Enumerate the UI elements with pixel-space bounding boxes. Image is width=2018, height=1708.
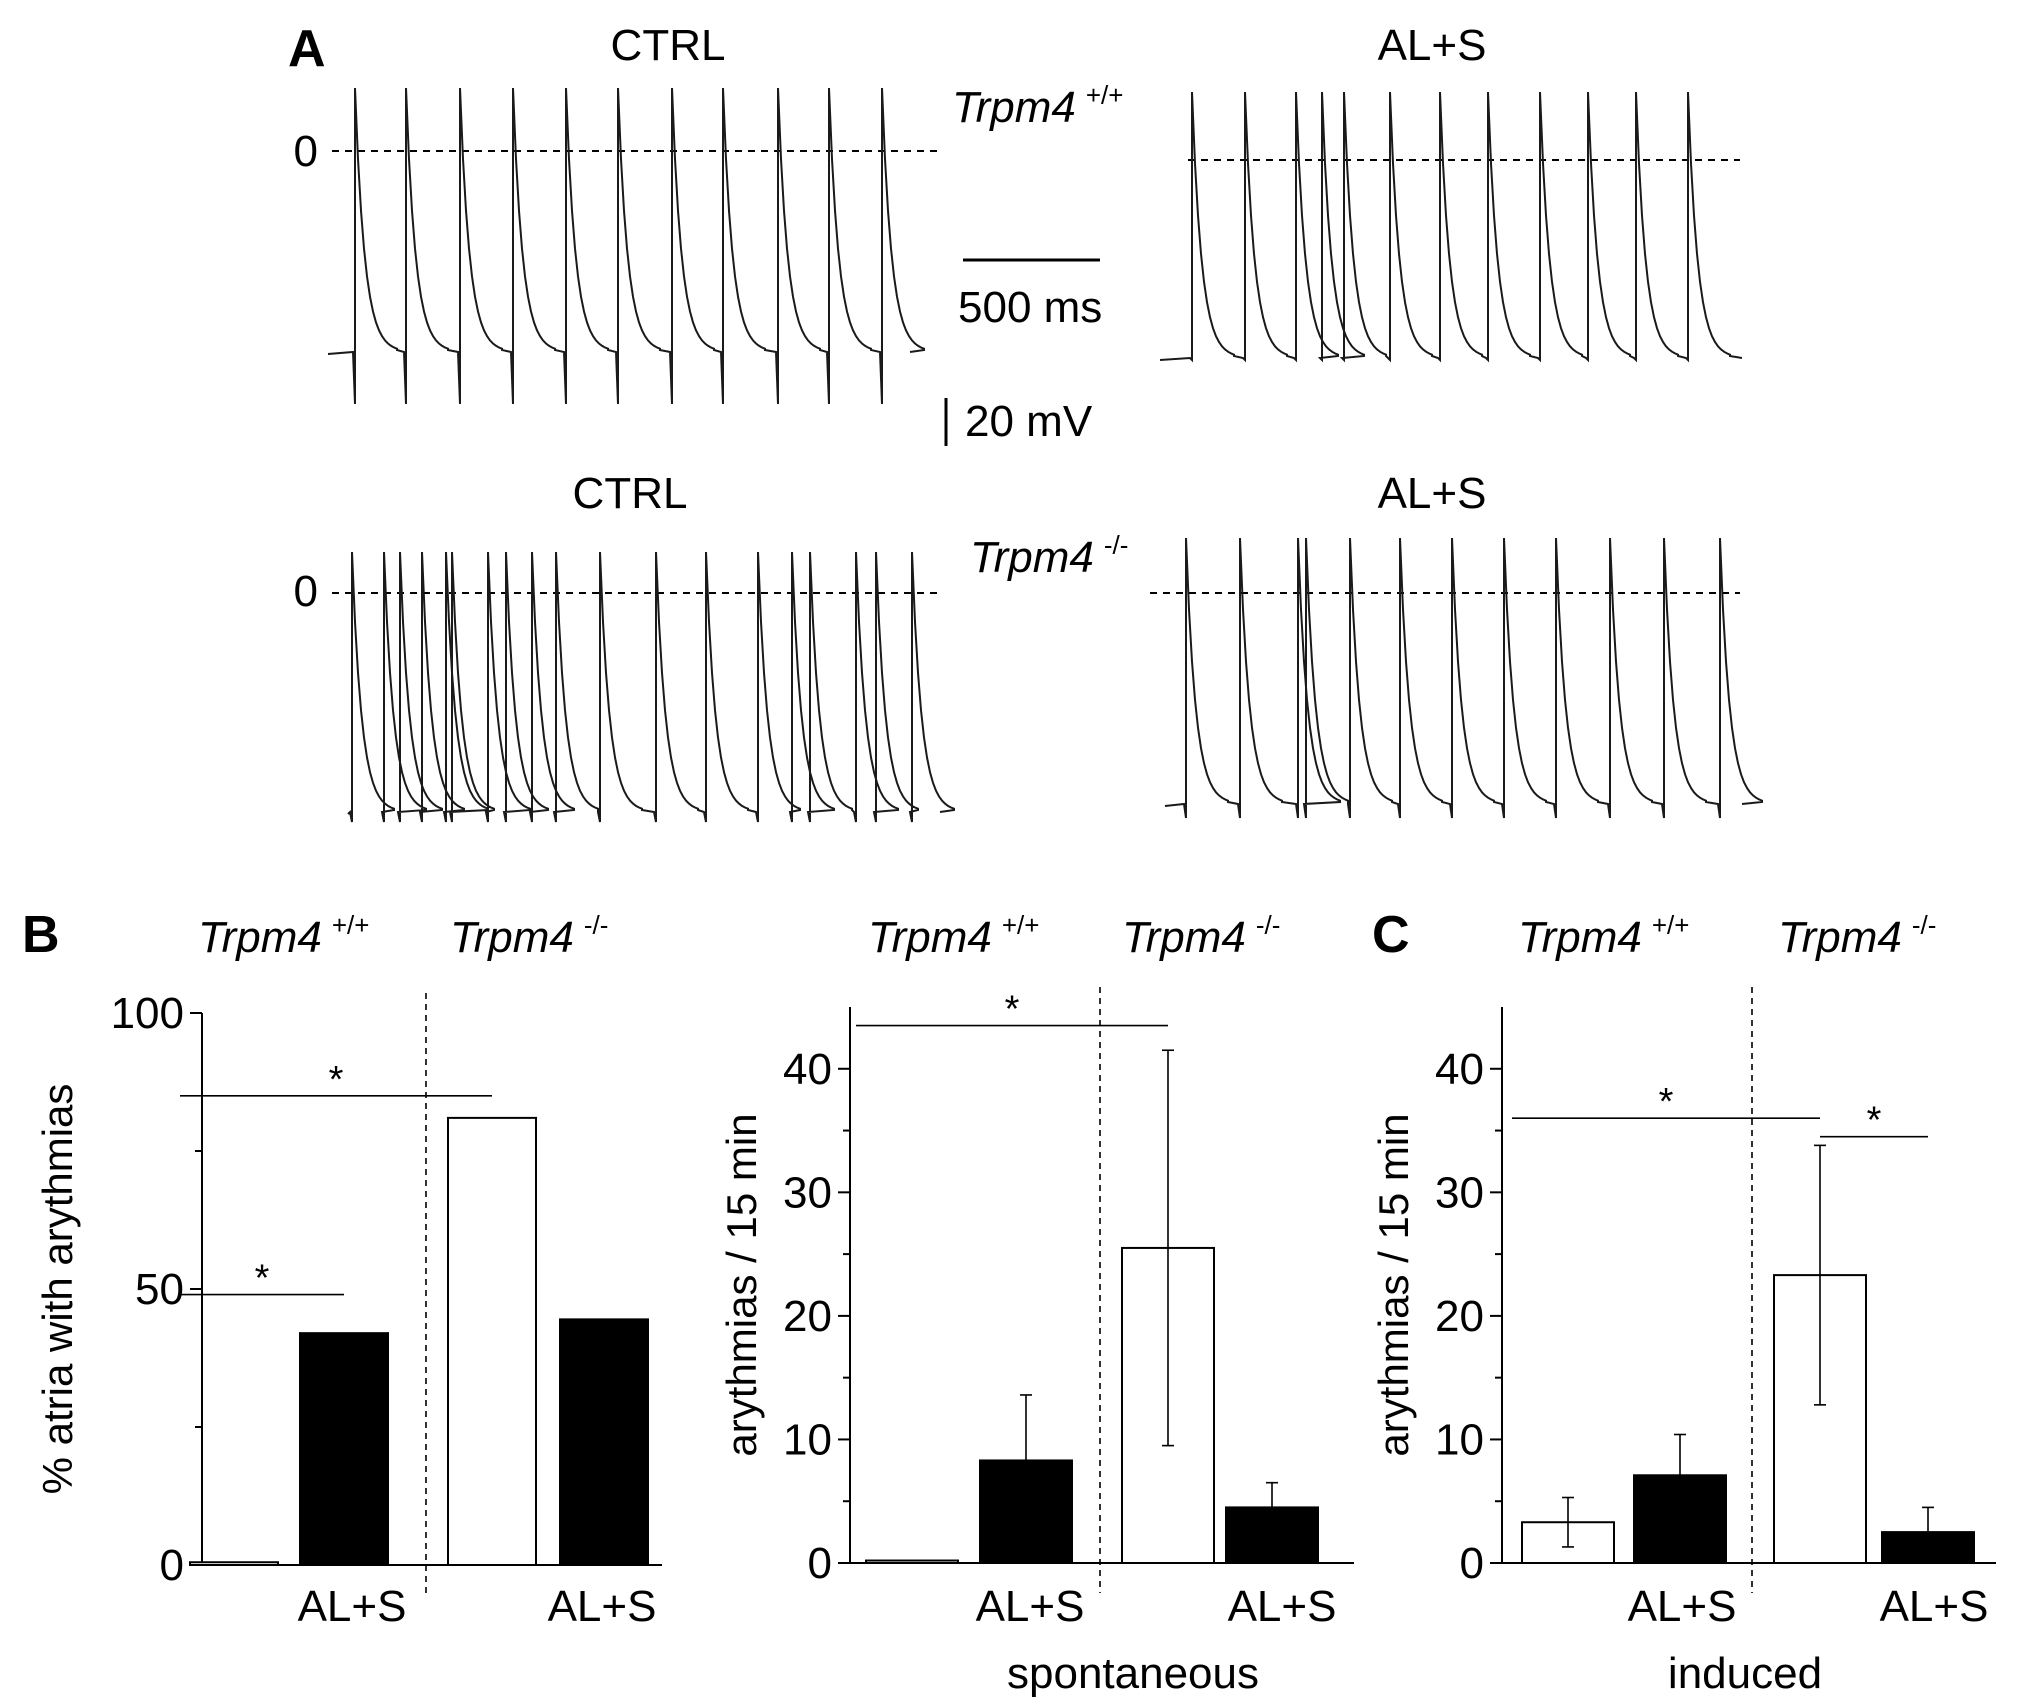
c0-bar-0 (189, 1561, 279, 1566)
c2-ytick-label-2: 20 (1435, 1292, 1484, 1341)
c2-ytick-label-0: 0 (1460, 1539, 1484, 1588)
trace-wt-als-title: AL+S (1378, 21, 1487, 70)
c1-group-label-1: Trpm4 -/- (1122, 910, 1280, 962)
c0-ytick-label-1: 50 (135, 1265, 184, 1314)
c1-ytick-label-1: 10 (783, 1415, 832, 1464)
zero-label-ko: 0 (294, 567, 318, 616)
trace-ko-als-title: AL+S (1378, 469, 1487, 518)
ap-trace-ko-als (1164, 537, 1763, 819)
c2-group-label-1: Trpm4 -/- (1778, 910, 1936, 962)
panel-a-label: A (288, 20, 326, 78)
c2-sig-star-0: * (1659, 1081, 1674, 1123)
c2-x-axis-label: induced (1668, 1649, 1822, 1698)
ap-trace-wt-ctrl (327, 87, 925, 405)
trace-ko-ctrl-title: CTRL (573, 469, 688, 518)
c1-group-label-0: Trpm4 +/+ (868, 910, 1039, 962)
c1-x-tick-label-1: AL+S (1228, 1582, 1337, 1631)
trace-geno-ko-name: Trpm4 (970, 533, 1094, 582)
trace-geno-wt-name: Trpm4 (952, 83, 1076, 132)
c1-bar-0 (865, 1559, 959, 1565)
c0-x-tick-label-1: AL+S (548, 1582, 657, 1631)
c0-x-tick-label-0: AL+S (298, 1582, 407, 1631)
c0-group-label-1: Trpm4 -/- (450, 910, 608, 962)
c1-y-axis-label: arythmias / 15 min (718, 1113, 765, 1456)
trace-geno-ko-sup: -/- (1104, 530, 1129, 560)
c2-y-axis-label: arythmias / 15 min (1370, 1113, 1417, 1456)
trace-wt-ctrl-title: CTRL (611, 21, 726, 70)
c2-ytick-label-3: 30 (1435, 1168, 1484, 1217)
chart-percent-atria: 0 50 100 % atria with arythmias * * Trpm4 +/+ Tr… (34, 910, 662, 1631)
c0-bar-1 (299, 1332, 389, 1567)
c2-ytick-label-4: 40 (1435, 1045, 1484, 1094)
c1-ytick-label-0: 0 (808, 1539, 832, 1588)
c2-x-tick-label-1: AL+S (1880, 1582, 1989, 1631)
panel-b-label: B (22, 906, 60, 964)
c1-ytick-label-4: 40 (783, 1045, 832, 1094)
c0-sig-star-0: * (255, 1258, 270, 1300)
c2-group-label-0: Trpm4 +/+ (1518, 910, 1689, 962)
c0-y-axis-label: % atria with arythmias (34, 1084, 81, 1495)
chart-induced: 0 10 20 30 40 arythmias / 15 min * * Trpm4 +/+ Trp… (1370, 910, 1996, 1698)
c0-sig-star-1: * (329, 1059, 344, 1101)
trace-geno-wt: Trpm4 +/+ (952, 80, 1123, 132)
c1-x-tick-label-0: AL+S (976, 1582, 1085, 1631)
c2-sig-star-1: * (1867, 1100, 1882, 1142)
c0-bar-3 (559, 1318, 649, 1566)
c1-ytick-label-3: 30 (783, 1168, 832, 1217)
zero-label-wt: 0 (294, 127, 318, 176)
trace-geno-wt-sup: +/+ (1086, 80, 1124, 110)
chart-spontaneous: 0 10 20 30 40 arythmias / 15 min * Trpm4 +/+ Trpm… (718, 910, 1354, 1698)
voltage-scale-label: 20 mV (965, 397, 1093, 446)
c1-sig-star-0: * (1005, 989, 1020, 1031)
c2-ytick-label-1: 10 (1435, 1415, 1484, 1464)
ap-trace-wt-als (1159, 91, 1743, 363)
c0-group-label-0: Trpm4 +/+ (198, 910, 369, 962)
panel-c-label: C (1372, 906, 1410, 964)
c2-x-tick-label-0: AL+S (1628, 1582, 1737, 1631)
trace-geno-ko: Trpm4 -/- (970, 530, 1128, 582)
ap-trace-ko-ctrl (347, 551, 955, 823)
c0-ytick-label-2: 100 (111, 989, 184, 1038)
c0-bar-2 (447, 1116, 537, 1566)
time-scale-label: 500 ms (958, 283, 1102, 332)
c1-x-axis-label: spontaneous (1007, 1649, 1259, 1698)
c1-ytick-label-2: 20 (783, 1292, 832, 1341)
c0-ytick-label-0: 0 (160, 1541, 184, 1590)
